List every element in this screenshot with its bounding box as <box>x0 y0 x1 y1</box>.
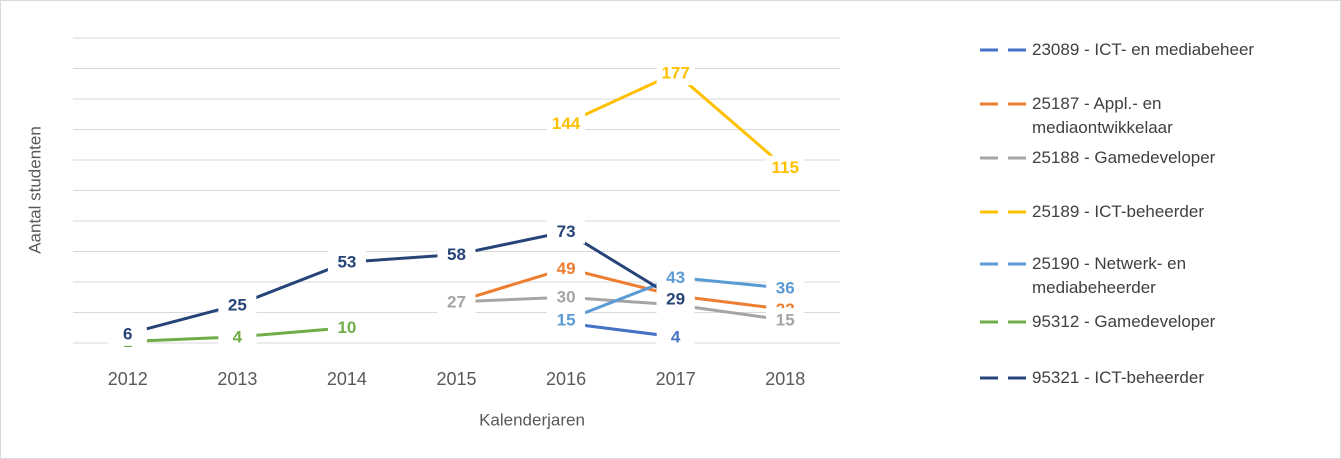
legend-swatch <box>980 156 1030 160</box>
series-line <box>456 266 786 311</box>
legend-item: 25187 - Appl.- en mediaontwikkelaar <box>980 92 1280 140</box>
data-label-bg <box>547 308 586 333</box>
data-label-group: 25 <box>218 292 257 317</box>
legend-label: 25187 - Appl.- en mediaontwikkelaar <box>1032 94 1173 137</box>
data-label-group: 177 <box>656 61 695 86</box>
y-axis-title: Aantal studenten <box>25 126 44 254</box>
data-label-bg <box>547 285 586 310</box>
data-label: 15 <box>776 311 795 330</box>
legend-label: 25188 - Gamedeveloper <box>1032 148 1216 167</box>
data-label-group: 15 <box>547 308 586 333</box>
data-label: 4 <box>233 327 243 346</box>
series-line <box>565 71 787 169</box>
data-label-group: 73 <box>547 219 586 244</box>
data-label: 4 <box>671 327 681 346</box>
data-label-group: 10 <box>327 315 366 340</box>
data-label: 58 <box>447 245 466 264</box>
data-label-group: 4 <box>656 324 695 349</box>
chart: Kalenderjaren Aantal studenten 2012 2013 2… <box>25 37 840 429</box>
legend-item: 95321 - ICT-beheerder <box>980 366 1280 390</box>
data-label: 177 <box>661 64 689 83</box>
series-line <box>127 230 677 336</box>
data-label-bg <box>218 292 257 317</box>
data-label-bg <box>437 242 476 267</box>
data-label: 115 <box>771 158 798 177</box>
legend-item: 23089 - ICT- en mediabeheer <box>980 38 1280 62</box>
data-label-group: 30 <box>547 285 586 310</box>
data-label-bg <box>108 321 147 346</box>
data-label-group: 53 <box>327 250 366 275</box>
data-label-group: 29 <box>656 286 695 311</box>
x-tick-label: 2012 <box>108 369 148 389</box>
data-label-bg <box>656 324 695 349</box>
data-label-bg <box>327 250 366 275</box>
data-label: 53 <box>337 253 356 272</box>
data-label: 15 <box>557 311 576 330</box>
data-label: 36 <box>776 279 795 298</box>
data-label-group: 27 <box>437 289 476 314</box>
legend-swatch <box>980 210 1030 214</box>
legend-swatch <box>980 48 1030 52</box>
data-label-group: 115 <box>766 155 805 180</box>
data-label-group: 15 <box>766 308 805 333</box>
data-label: 30 <box>557 288 576 307</box>
data-label-bg <box>327 315 366 340</box>
data-label-bg <box>656 265 695 290</box>
legend-label: 25190 - Netwerk- en mediabeheerder <box>1032 254 1187 297</box>
x-tick-label: 2014 <box>327 369 367 389</box>
data-label: 27 <box>447 292 466 311</box>
data-label: 49 <box>557 259 576 278</box>
legend-label: 23089 - ICT- en mediabeheer <box>1032 40 1255 59</box>
legend-swatch <box>980 262 1030 266</box>
data-label-group: 144 <box>547 111 586 136</box>
x-tick-label: 2018 <box>765 369 805 389</box>
legend-swatch <box>980 320 1030 324</box>
data-label-bg <box>547 219 586 244</box>
legend-label: 95312 - Gamedeveloper <box>1032 312 1216 331</box>
legend-swatch <box>980 102 1030 106</box>
data-label-group: 4 <box>218 324 257 349</box>
data-label-bg <box>437 289 476 314</box>
data-label-group: 43 <box>656 265 695 290</box>
data-label-group: 6 <box>108 321 147 346</box>
x-tick-label: 2016 <box>546 369 586 389</box>
data-label-bg <box>547 256 586 281</box>
legend-swatch <box>980 376 1030 380</box>
data-label-group: 36 <box>766 276 805 301</box>
x-axis-title: Kalenderjaren <box>479 410 585 429</box>
legend-item: 25190 - Netwerk- en mediabeheerder <box>980 252 1280 300</box>
legend-label: 25189 - ICT-beheerder <box>1032 202 1204 221</box>
data-label: 29 <box>666 289 685 308</box>
x-tick-label: 2013 <box>217 369 257 389</box>
data-label-bg <box>766 276 805 301</box>
legend-item: 25189 - ICT-beheerder <box>980 200 1280 224</box>
data-label-bg <box>547 111 586 136</box>
data-label-bg <box>656 286 695 311</box>
data-label: 73 <box>557 222 576 241</box>
legend-label: 95321 - ICT-beheerder <box>1032 368 1204 387</box>
data-label: 10 <box>337 318 356 337</box>
series-line <box>456 295 786 322</box>
x-tick-label: 2015 <box>436 369 476 389</box>
data-label-bg <box>218 324 257 349</box>
data-label-group: 49 <box>547 256 586 281</box>
legend-item: 95312 - Gamedeveloper <box>980 310 1280 334</box>
data-label-bg <box>656 61 695 86</box>
data-label-bg <box>766 308 805 333</box>
data-label-group: 58 <box>437 242 476 267</box>
data-label: 43 <box>666 268 685 287</box>
data-label-bg <box>766 155 805 180</box>
data-label: 25 <box>228 295 247 314</box>
data-label: 6 <box>123 324 132 343</box>
data-label: 144 <box>552 114 581 133</box>
legend-item: 25188 - Gamedeveloper <box>980 146 1280 170</box>
x-tick-label: 2017 <box>656 369 696 389</box>
